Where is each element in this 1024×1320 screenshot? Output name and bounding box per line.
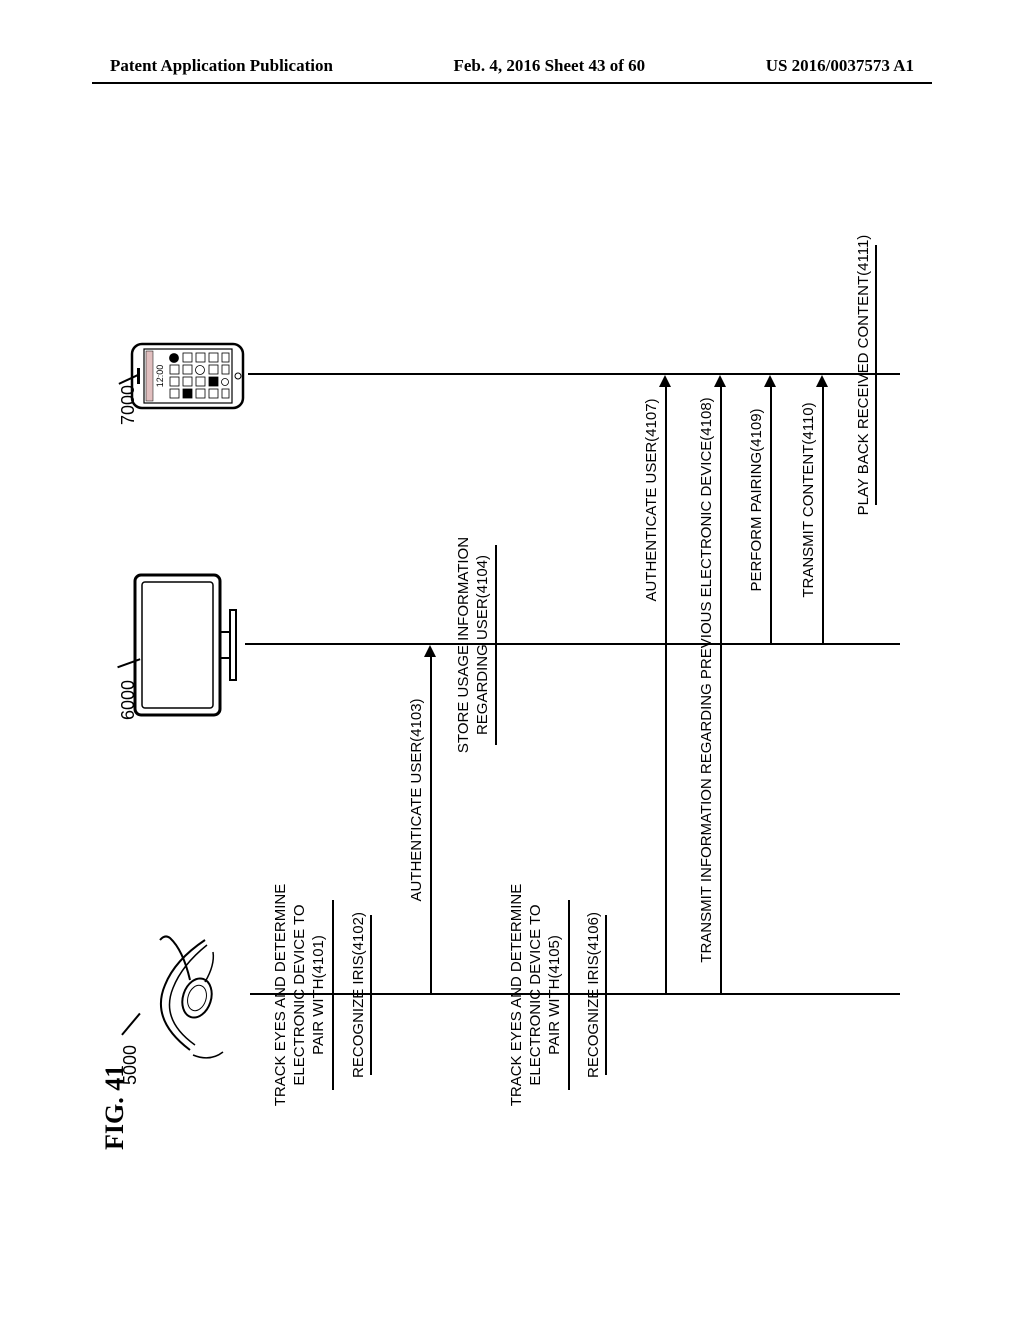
step-4103: AUTHENTICATE USER(4103) bbox=[408, 670, 427, 930]
step-4102: RECOGNIZE IRIS(4102) bbox=[350, 860, 369, 1130]
arrow-4103 bbox=[430, 655, 432, 993]
glasses-icon bbox=[135, 930, 245, 1060]
step-4101: TRACK EYES AND DETERMINE ELECTRONIC DEVI… bbox=[272, 860, 328, 1130]
step-4104: STORE USAGE INFORMATION REGARDING USER(4… bbox=[455, 510, 493, 780]
arrowhead-icon bbox=[424, 645, 436, 657]
step-4107: AUTHENTICATE USER(4107) bbox=[643, 380, 662, 620]
header-right: US 2016/0037573 A1 bbox=[766, 56, 914, 76]
page-header: Patent Application Publication Feb. 4, 2… bbox=[0, 56, 1024, 76]
arrow-4108 bbox=[720, 385, 722, 993]
step-4109: PERFORM PAIRING(4109) bbox=[748, 380, 767, 620]
phone-time: 12:00 bbox=[155, 365, 165, 388]
phone-icon: 12:00 bbox=[130, 342, 245, 410]
arrow-4109 bbox=[770, 385, 772, 643]
step-underline bbox=[370, 915, 372, 1075]
step-underline bbox=[605, 915, 607, 1075]
arrow-4110 bbox=[822, 385, 824, 643]
step-underline bbox=[875, 245, 877, 505]
step-underline bbox=[332, 900, 334, 1090]
tv-icon bbox=[130, 570, 240, 720]
step-underline bbox=[495, 545, 497, 745]
header-rule bbox=[92, 82, 932, 84]
step-4110: TRANSMIT CONTENT(4110) bbox=[800, 380, 819, 620]
lifeline-6000 bbox=[245, 643, 900, 645]
step-4106: RECOGNIZE IRIS(4106) bbox=[585, 860, 604, 1130]
step-4111: PLAY BACK RECEIVED CONTENT(4111) bbox=[855, 210, 874, 540]
step-underline bbox=[568, 900, 570, 1090]
header-center: Feb. 4, 2016 Sheet 43 of 60 bbox=[453, 56, 645, 76]
lifeline-7000 bbox=[248, 373, 900, 375]
lifeline-5000 bbox=[250, 993, 900, 995]
arrow-4107 bbox=[665, 385, 667, 993]
step-4105: TRACK EYES AND DETERMINE ELECTRONIC DEVI… bbox=[508, 860, 564, 1130]
header-left: Patent Application Publication bbox=[110, 56, 333, 76]
step-4108: TRANSMIT INFORMATION REGARDING PREVIOUS … bbox=[698, 380, 717, 980]
figure-41: FIG. 41 5000 6000 7000 12:00 bbox=[100, 160, 920, 1160]
